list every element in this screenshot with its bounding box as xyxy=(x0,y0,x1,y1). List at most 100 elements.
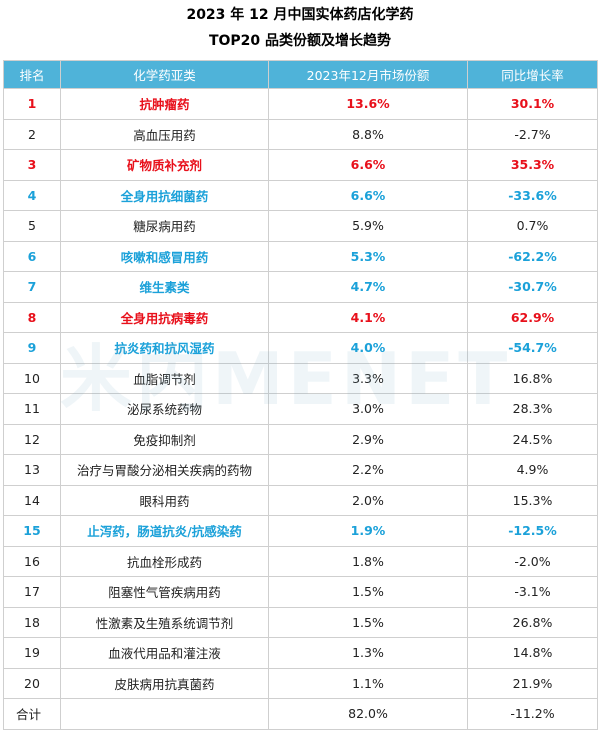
table-cell: 30.1% xyxy=(467,88,598,120)
table-cell: 35.3% xyxy=(467,149,598,181)
table-cell: -3.1% xyxy=(467,576,598,608)
table-row: 2 高血压用药 8.8% -2.7% xyxy=(3,118,598,150)
table-cell: 抗炎药和抗风湿药 xyxy=(60,332,269,364)
table-cell: 咳嗽和感冒用药 xyxy=(60,240,269,272)
table-cell: 维生素类 xyxy=(60,271,269,303)
total-label: 合计 xyxy=(3,698,61,730)
table-cell: 15.3% xyxy=(467,484,598,516)
table-cell: 2.2% xyxy=(268,454,468,486)
table-cell: -54.7% xyxy=(467,332,598,364)
table-row: 11 泌尿系统药物 3.0% 28.3% xyxy=(3,393,598,425)
table-row: 10 血脂调节剂 3.3% 16.8% xyxy=(3,362,598,394)
table-cell: 18 xyxy=(3,606,61,638)
table-row: 17 阻塞性气管疾病用药 1.5% -3.1% xyxy=(3,576,598,608)
table-cell: 1.3% xyxy=(268,637,468,669)
table-row: 18 性激素及生殖系统调节剂 1.5% 26.8% xyxy=(3,606,598,638)
table-cell: 20 xyxy=(3,667,61,699)
table-cell: 1 xyxy=(3,88,61,120)
title: 2023 年 12 月中国实体药店化学药 xyxy=(186,7,414,23)
table-cell: -2.0% xyxy=(467,545,598,577)
table-cell: 性激素及生殖系统调节剂 xyxy=(60,606,269,638)
table-row: 7 维生素类 4.7% -30.7% xyxy=(3,271,598,303)
total-growth: -11.2% xyxy=(467,698,598,730)
header-cell: 2023年12月市场份额 xyxy=(268,60,468,89)
table-cell: 1.5% xyxy=(268,606,468,638)
table-cell: -33.6% xyxy=(467,179,598,211)
table-row: 13 治疗与胃酸分泌相关疾病的药物 2.2% 4.9% xyxy=(3,454,598,486)
table-cell: 4.0% xyxy=(268,332,468,364)
table-cell: 泌尿系统药物 xyxy=(60,393,269,425)
table-cell: 13 xyxy=(3,454,61,486)
table-row: 6 咳嗽和感冒用药 5.3% -62.2% xyxy=(3,240,598,272)
table-row: 3 矿物质补充剂 6.6% 35.3% xyxy=(3,149,598,181)
header-cell: 同比增长率 xyxy=(467,60,598,89)
table-cell: 免疫抑制剂 xyxy=(60,423,269,455)
table-cell: 糖尿病用药 xyxy=(60,210,269,242)
table-cell: 12 xyxy=(3,423,61,455)
table-cell: 14.8% xyxy=(467,637,598,669)
table-cell: 4.1% xyxy=(268,301,468,333)
table-cell: 4.7% xyxy=(268,271,468,303)
table-cell: 3.0% xyxy=(268,393,468,425)
table-cell: 抗肿瘤药 xyxy=(60,88,269,120)
table-row: 4 全身用抗细菌药 6.6% -33.6% xyxy=(3,179,598,211)
table-cell: 阻塞性气管疾病用药 xyxy=(60,576,269,608)
table-cell: 1.1% xyxy=(268,667,468,699)
table-cell: 5.9% xyxy=(268,210,468,242)
table-cell: -30.7% xyxy=(467,271,598,303)
table-cell: 1.5% xyxy=(268,576,468,608)
table-cell: 5.3% xyxy=(268,240,468,272)
table-cell: 6.6% xyxy=(268,149,468,181)
table-cell: 15 xyxy=(3,515,61,547)
table-row: 1 抗肿瘤药 13.6% 30.1% xyxy=(3,88,598,120)
table-cell: -12.5% xyxy=(467,515,598,547)
table-cell: 26.8% xyxy=(467,606,598,638)
table-cell: 全身用抗病毒药 xyxy=(60,301,269,333)
table-cell: -2.7% xyxy=(467,118,598,150)
table-cell: 62.9% xyxy=(467,301,598,333)
table-cell: 8.8% xyxy=(268,118,468,150)
table-cell: -62.2% xyxy=(467,240,598,272)
table-cell: 6.6% xyxy=(268,179,468,211)
table-cell: 13.6% xyxy=(268,88,468,120)
header-cell: 排名 xyxy=(3,60,61,89)
table-cell: 抗血栓形成药 xyxy=(60,545,269,577)
subtitle: TOP20 品类份额及增长趋势 xyxy=(208,33,392,49)
table-cell: 4 xyxy=(3,179,61,211)
table-cell: 0.7% xyxy=(467,210,598,242)
table-row: 8 全身用抗病毒药 4.1% 62.9% xyxy=(3,301,598,333)
table-row: 19 血液代用品和灌注液 1.3% 14.8% xyxy=(3,637,598,669)
table-row: 15 止泻药，肠道抗炎/抗感染药 1.9% -12.5% xyxy=(3,515,598,547)
table-cell: 1.8% xyxy=(268,545,468,577)
table-cell: 血脂调节剂 xyxy=(60,362,269,394)
table-cell: 4.9% xyxy=(467,454,598,486)
table-cell: 3 xyxy=(3,149,61,181)
table-cell: 21.9% xyxy=(467,667,598,699)
table-cell: 高血压用药 xyxy=(60,118,269,150)
header-cell: 化学药亚类 xyxy=(60,60,269,89)
table-row: 12 免疫抑制剂 2.9% 24.5% xyxy=(3,423,598,455)
table-cell: 3.3% xyxy=(268,362,468,394)
table-row: 14 眼科用药 2.0% 15.3% xyxy=(3,484,598,516)
table-cell: 7 xyxy=(3,271,61,303)
table-row: 20 皮肤病用抗真菌药 1.1% 21.9% xyxy=(3,667,598,699)
table-cell: 6 xyxy=(3,240,61,272)
table-cell: 28.3% xyxy=(467,393,598,425)
table-cell: 皮肤病用抗真菌药 xyxy=(60,667,269,699)
total-share: 82.0% xyxy=(268,698,468,730)
table-cell: 2 xyxy=(3,118,61,150)
table-cell xyxy=(60,698,269,730)
table-cell: 血液代用品和灌注液 xyxy=(60,637,269,669)
table-cell: 1.9% xyxy=(268,515,468,547)
table-row: 5 糖尿病用药 5.9% 0.7% xyxy=(3,210,598,242)
table-cell: 矿物质补充剂 xyxy=(60,149,269,181)
table-cell: 全身用抗细菌药 xyxy=(60,179,269,211)
table-cell: 8 xyxy=(3,301,61,333)
table-cell: 11 xyxy=(3,393,61,425)
table-cell: 17 xyxy=(3,576,61,608)
table-cell: 10 xyxy=(3,362,61,394)
table-cell: 16 xyxy=(3,545,61,577)
table-cell: 眼科用药 xyxy=(60,484,269,516)
table-cell: 2.9% xyxy=(268,423,468,455)
